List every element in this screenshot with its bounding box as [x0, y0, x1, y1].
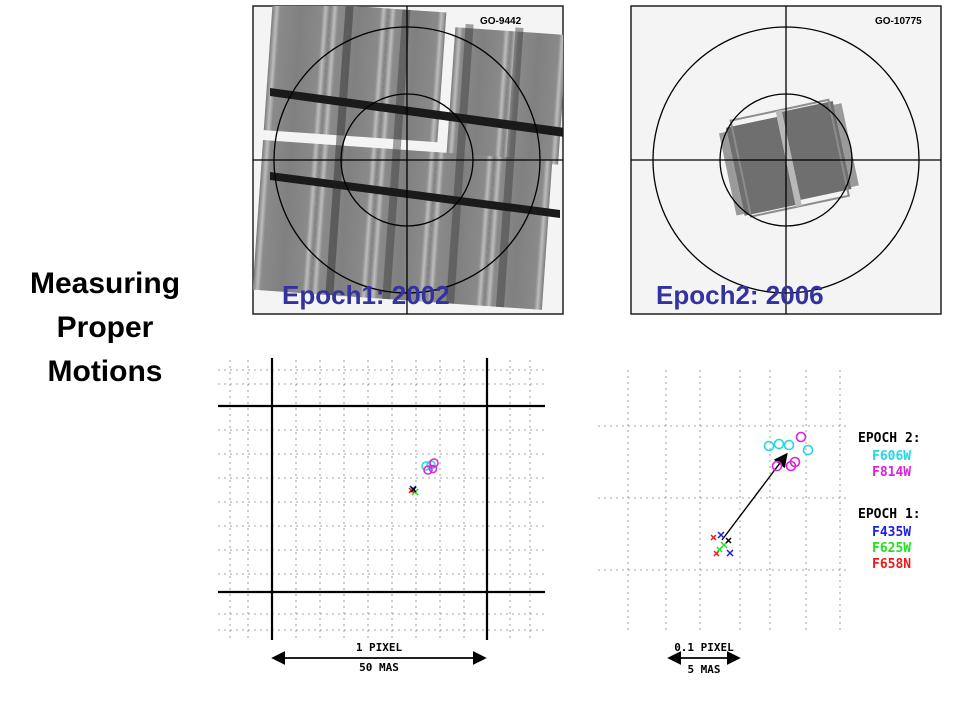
title-line-1: Measuring: [29, 267, 181, 300]
epoch2-exposure-tiles: [718, 98, 859, 218]
left-scale-pixel-label: 1 PIXEL: [356, 641, 403, 654]
legend-f435w: F435W: [872, 525, 911, 540]
right-scale-bar: 0.1 PIXEL 5 MAS: [667, 641, 741, 676]
title-line-2: Proper: [56, 311, 154, 344]
left-scale-bar: 1 PIXEL 50 MAS: [271, 641, 487, 674]
filter-legend: EPOCH 2: F606W F814W EPOCH 1: F435W F625…: [858, 431, 921, 572]
right-scale-mas-label: 5 MAS: [687, 663, 720, 676]
legend-epoch1-heading: EPOCH 1:: [858, 507, 921, 522]
right-epoch1-markers: [710, 531, 734, 557]
title-line-3: Motions: [47, 355, 163, 388]
slide-title: Measuring Proper Motions: [0, 262, 210, 394]
left-scale-mas-label: 50 MAS: [359, 661, 399, 674]
legend-epoch2-heading: EPOCH 2:: [858, 431, 921, 446]
right-epoch2-markers: [763, 431, 814, 472]
legend-f814w: F814W: [872, 465, 911, 480]
left-epoch1-markers: [408, 485, 419, 496]
epoch1-footprint-panel: GO-9442: [252, 5, 564, 315]
epoch1-label: Epoch1: 2002: [282, 280, 450, 310]
right-scale-pixel-label: 0.1 PIXEL: [674, 641, 734, 654]
legend-f658n: F658N: [872, 557, 911, 572]
epoch1-exposure-tiles: [253, 6, 563, 310]
epoch2-program-id: GO-10775: [875, 16, 922, 27]
legend-f606w: F606W: [872, 449, 911, 464]
epoch2-label: Epoch2: 2006: [656, 280, 824, 310]
proper-motion-vector: [721, 452, 788, 541]
legend-f625w: F625W: [872, 541, 911, 556]
right-zoom-grid: [598, 370, 850, 630]
epoch2-footprint-panel: GO-10775: [630, 5, 942, 315]
epoch1-program-id: GO-9442: [480, 16, 522, 27]
left-pixel-grid: [218, 358, 545, 640]
left-epoch2-markers: [421, 458, 439, 475]
